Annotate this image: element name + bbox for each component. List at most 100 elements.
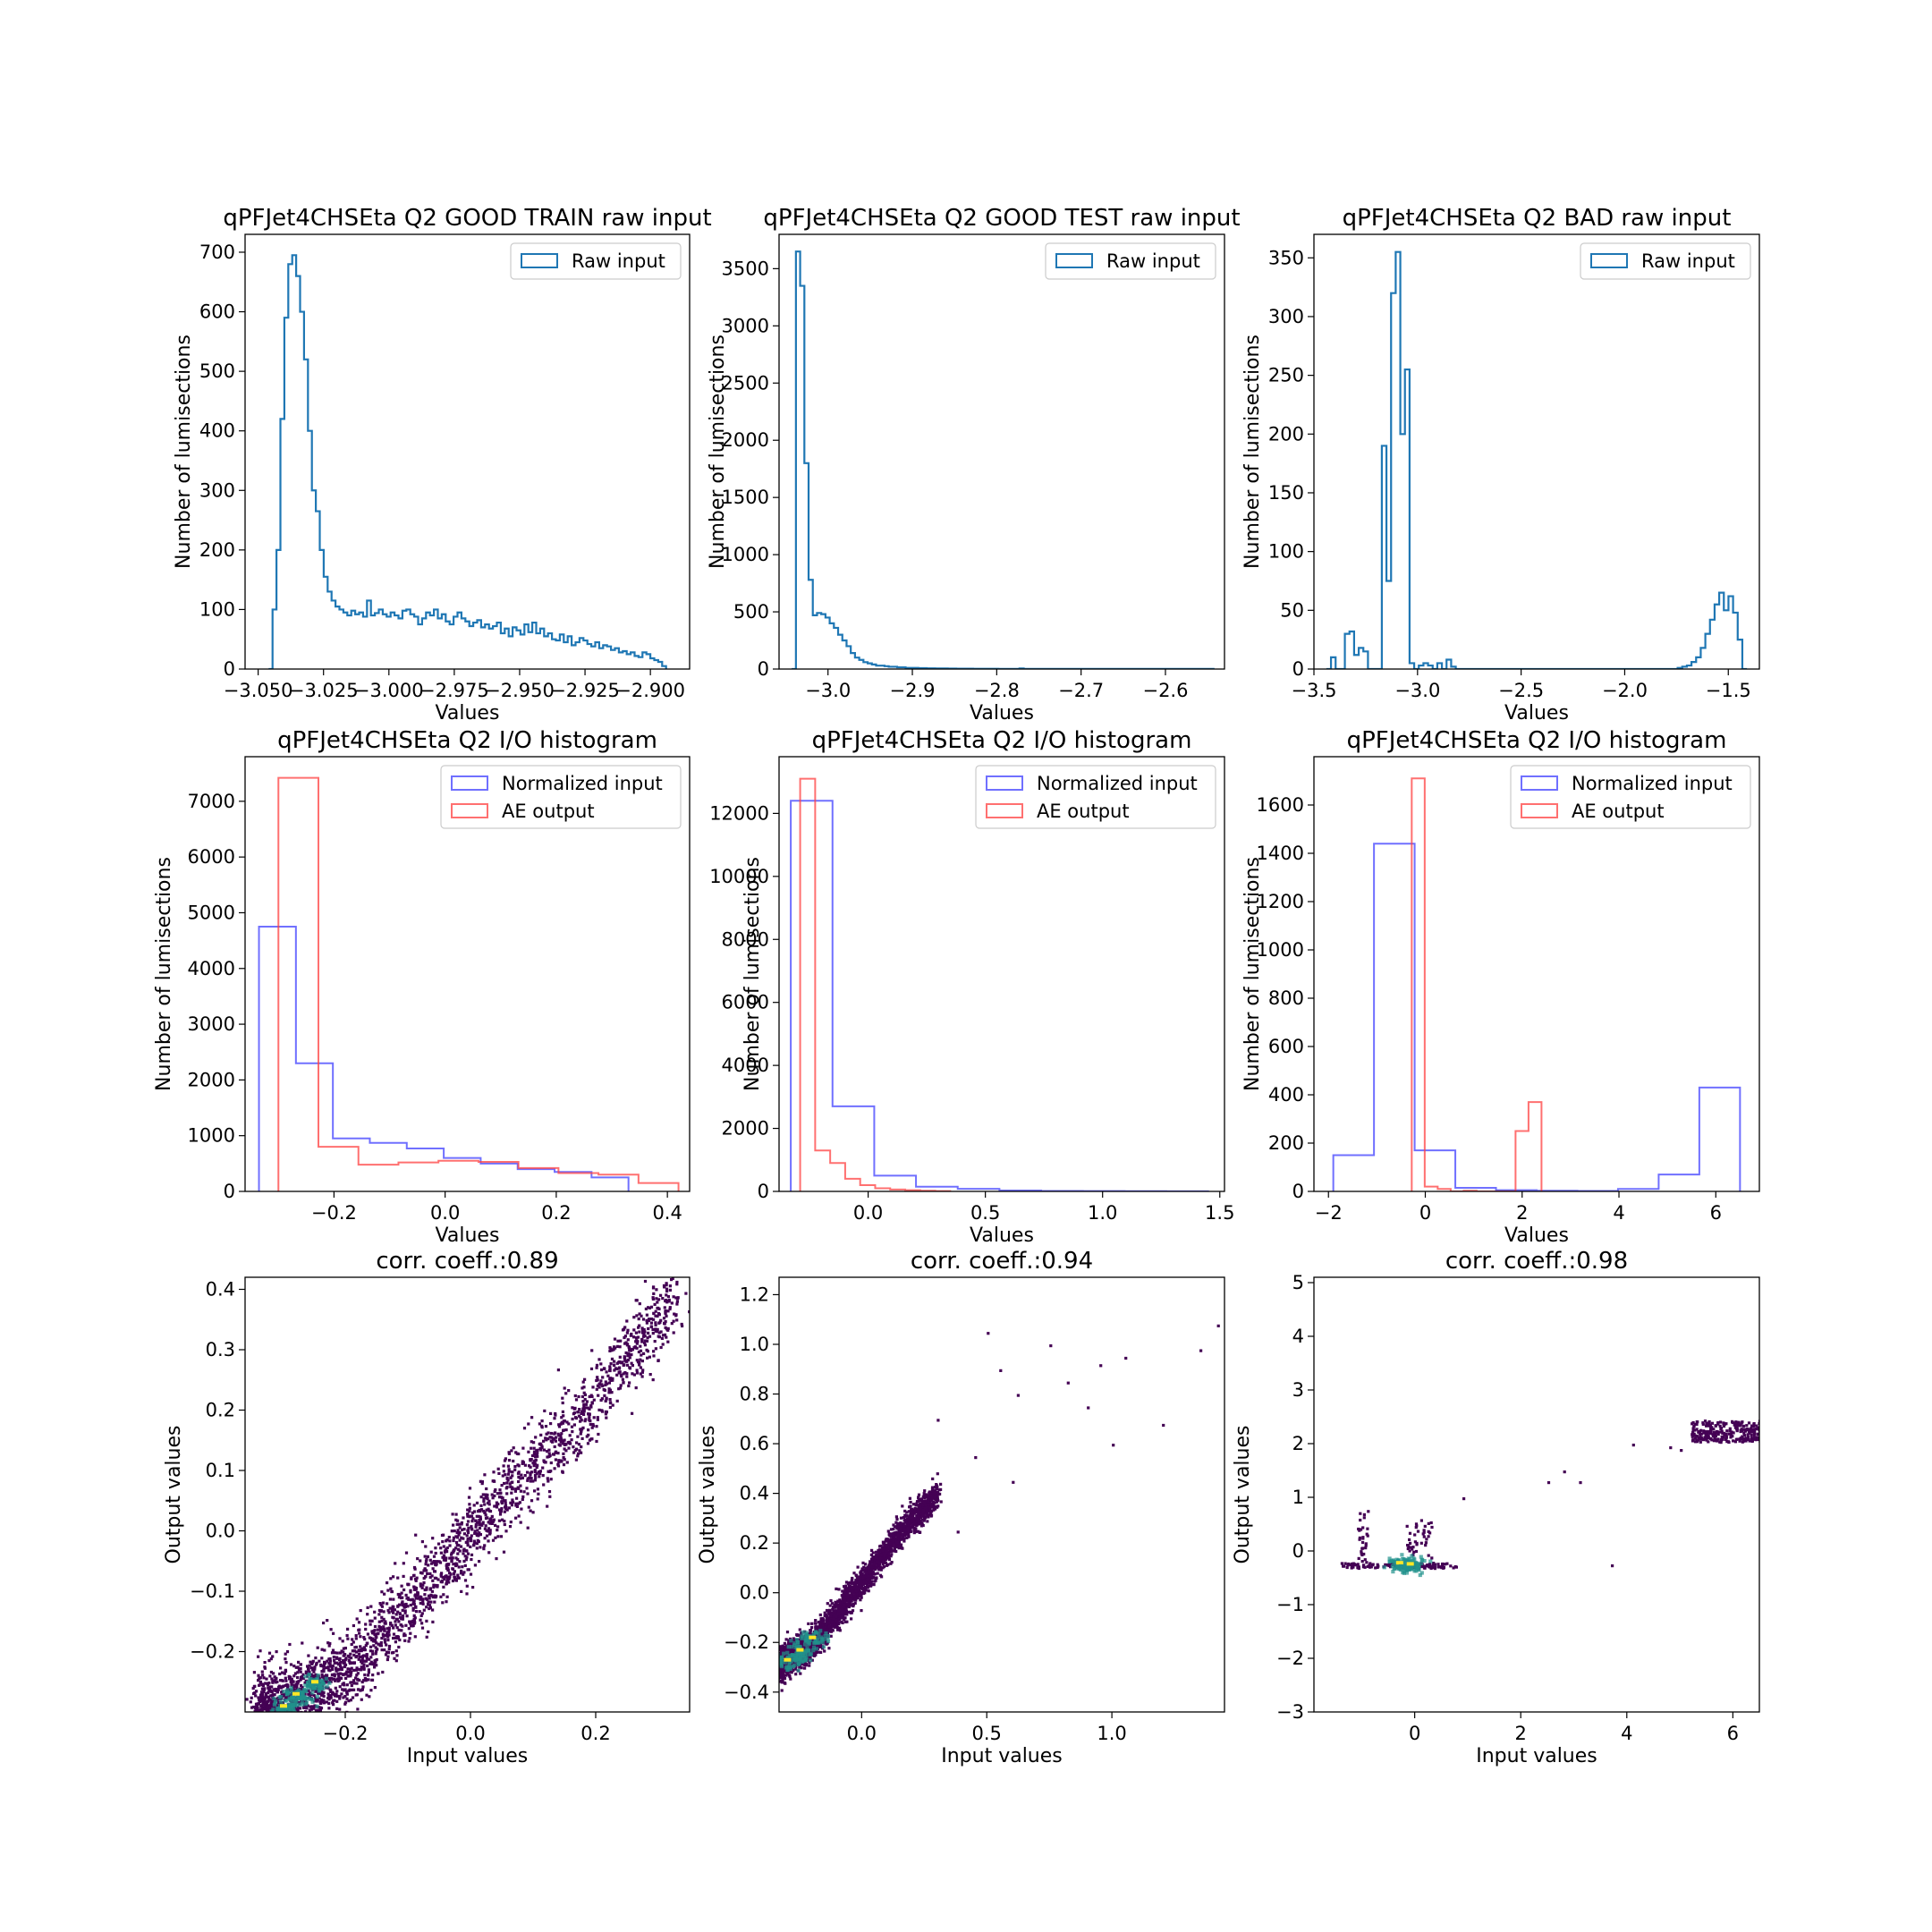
heatmap-cell bbox=[294, 1665, 298, 1669]
heatmap-cell bbox=[318, 1745, 321, 1748]
heatmap-cell bbox=[267, 1716, 270, 1719]
heatmap-cell bbox=[425, 1557, 428, 1562]
heatmap-cell bbox=[416, 1557, 419, 1561]
heatmap-cell bbox=[293, 1721, 296, 1724]
heatmap-cell bbox=[386, 1655, 390, 1658]
heatmap-cell bbox=[299, 1670, 302, 1674]
heatmap-cell bbox=[268, 1685, 272, 1689]
heatmap-cell bbox=[831, 1622, 835, 1626]
heatmap-cell bbox=[284, 1720, 287, 1723]
heatmap-cell bbox=[580, 1394, 584, 1399]
heatmap-cell bbox=[389, 1577, 393, 1580]
heatmap-cell bbox=[582, 1385, 586, 1389]
heatmap-cell bbox=[571, 1406, 574, 1410]
heatmap-cell bbox=[562, 1456, 565, 1460]
heatmap-cell bbox=[422, 1580, 426, 1585]
heatmap-cell bbox=[350, 1666, 353, 1670]
heatmap-cell bbox=[479, 1515, 482, 1519]
heatmap-cell bbox=[383, 1638, 386, 1641]
heatmap-cell bbox=[873, 1555, 877, 1559]
y-axis-label: Number of lumisections bbox=[1241, 335, 1264, 569]
y-tick-label: 4000 bbox=[188, 958, 235, 979]
heatmap-cell bbox=[337, 1674, 341, 1678]
heatmap-cell bbox=[663, 1306, 666, 1309]
heatmap-cell bbox=[267, 1728, 270, 1731]
heatmap-cell bbox=[276, 1723, 279, 1725]
heatmap-hot-cell bbox=[321, 1687, 326, 1691]
heatmap-cell bbox=[362, 1666, 366, 1670]
heatmap-cell bbox=[670, 1278, 674, 1282]
heatmap-cell bbox=[609, 1377, 613, 1380]
heatmap-cell bbox=[510, 1480, 513, 1484]
heatmap-cell bbox=[908, 1496, 911, 1500]
heatmap-cell bbox=[393, 1608, 396, 1612]
heatmap-cell bbox=[466, 1530, 470, 1535]
legend-label: AE output bbox=[502, 801, 595, 822]
heatmap-cell bbox=[423, 1588, 427, 1592]
heatmap-cell bbox=[393, 1636, 396, 1640]
heatmap-cell bbox=[412, 1617, 416, 1621]
heatmap-cell bbox=[264, 1741, 267, 1744]
heatmap-cell bbox=[465, 1592, 469, 1596]
heatmap-cell bbox=[419, 1597, 422, 1601]
heatmap-cell bbox=[591, 1385, 595, 1389]
heatmap-hot-cell bbox=[297, 1696, 301, 1700]
heatmap-cell bbox=[267, 1727, 270, 1730]
heatmap-cell bbox=[462, 1572, 465, 1576]
heatmap-cell bbox=[613, 1360, 616, 1363]
y-tick-label: 3500 bbox=[722, 258, 769, 279]
heatmap-cell bbox=[464, 1549, 468, 1553]
heatmap-cell bbox=[604, 1380, 607, 1384]
heatmap-cell bbox=[511, 1474, 514, 1478]
heatmap-cell bbox=[939, 1482, 943, 1486]
heatmap-cell bbox=[482, 1499, 486, 1503]
heatmap-cell bbox=[561, 1470, 564, 1473]
heatmap-cell bbox=[456, 1557, 460, 1562]
heatmap-cell bbox=[253, 1691, 257, 1695]
heatmap-cell bbox=[335, 1713, 338, 1716]
heatmap-cell bbox=[390, 1589, 394, 1594]
heatmap-cell bbox=[652, 1354, 656, 1358]
heatmap-hot-cell bbox=[272, 1696, 276, 1701]
heatmap-cell bbox=[407, 1627, 411, 1631]
heatmap-cell bbox=[563, 1447, 566, 1451]
heatmap-hot-cell bbox=[281, 1718, 284, 1722]
y-tick-label: 600 bbox=[199, 301, 235, 323]
heatmap-cell bbox=[401, 1614, 405, 1618]
heatmap-cell bbox=[430, 1594, 434, 1597]
heatmap-cell bbox=[469, 1536, 472, 1540]
heatmap-cell bbox=[256, 1722, 258, 1724]
heatmap-cell bbox=[506, 1464, 510, 1468]
heatmap-cell bbox=[445, 1556, 448, 1560]
heatmap-cell bbox=[412, 1565, 417, 1570]
heatmap-cell bbox=[588, 1394, 591, 1399]
heatmap-cell bbox=[409, 1590, 412, 1594]
heatmap-cell bbox=[284, 1733, 286, 1735]
heatmap-cell bbox=[433, 1595, 436, 1598]
heatmap-cell bbox=[912, 1521, 916, 1525]
heatmap-cell bbox=[775, 1668, 777, 1671]
heatmap-cell bbox=[428, 1597, 431, 1600]
heatmap-cell bbox=[380, 1590, 384, 1594]
heatmap-cell bbox=[574, 1398, 579, 1402]
heatmap-cell bbox=[509, 1521, 513, 1524]
heatmap-cell bbox=[260, 1732, 263, 1734]
heatmap-cell bbox=[922, 1492, 926, 1496]
heatmap-cell bbox=[895, 1530, 899, 1534]
heatmap-cell bbox=[318, 1697, 321, 1700]
heatmap-cell bbox=[265, 1739, 267, 1741]
legend-label: Raw input bbox=[1106, 250, 1200, 272]
heatmap-cell bbox=[919, 1515, 923, 1519]
heatmap-cell bbox=[278, 1716, 281, 1718]
heatmap-cell bbox=[258, 1748, 261, 1750]
heatmap-cell bbox=[395, 1654, 399, 1657]
heatmap-cell bbox=[582, 1402, 586, 1406]
heatmap-cell bbox=[557, 1443, 561, 1446]
heatmap-cell bbox=[448, 1539, 452, 1543]
heatmap-cell bbox=[265, 1731, 267, 1733]
heatmap-hot-cell bbox=[310, 1690, 315, 1695]
heatmap-cell bbox=[503, 1481, 506, 1486]
heatmap-cell bbox=[465, 1555, 469, 1559]
heatmap-cell bbox=[456, 1576, 460, 1580]
heatmap-cell bbox=[837, 1588, 841, 1591]
